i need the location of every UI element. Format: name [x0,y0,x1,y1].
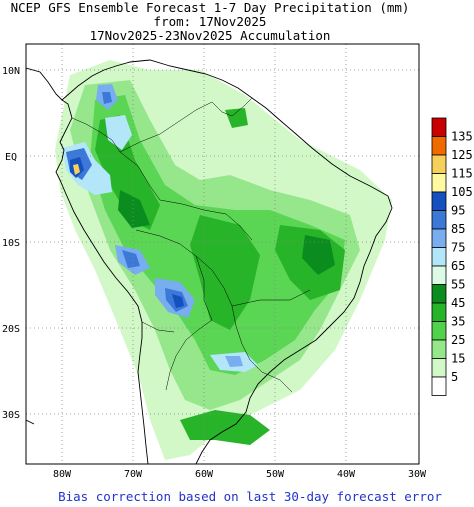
bias-correction-note: Bias correction based on last 30-day for… [58,489,442,504]
precip-core-paraguay-peak [225,356,243,367]
legend-label: 25 [451,333,465,347]
legend-swatch [431,228,447,248]
legend-label: 5 [451,370,458,384]
legend-swatch [431,117,447,137]
precip-35mm-south [180,410,270,445]
precip-core-ecuador-peak [73,164,80,175]
forecast-start-date: from: 17Nov2025 [153,14,267,29]
country-borders [71,97,311,393]
legend-swatch [431,358,447,378]
legend-swatch [431,265,447,285]
legend-label: 125 [451,148,473,162]
legend-swatch [431,376,447,396]
legend-label: 85 [451,222,465,236]
lat-label-10s: 10S [2,238,20,249]
lat-label-30s: 30S [2,410,20,421]
legend-label: 75 [451,241,465,255]
lon-label-30w: 30W [408,469,427,480]
lon-label-70w: 70W [124,469,143,480]
precip-core-colombia-peak [102,92,112,104]
legend-swatch [431,321,447,341]
legend-swatch [431,136,447,156]
accumulation-period: 17Nov2025-23Nov2025 Accumulation [89,28,331,43]
coastlines [26,59,393,464]
legend-swatch [431,339,447,359]
lat-label-eq: EQ [5,152,17,163]
legend-label: 65 [451,259,465,273]
precip-45mm-east [302,235,335,275]
legend-label: 105 [451,185,473,199]
legend-label: 45 [451,296,465,310]
graticule [26,44,419,464]
legend-swatch [431,191,447,211]
legend-swatch [431,173,447,193]
legend-swatch [431,302,447,322]
precip-core-guiana [225,108,248,128]
precip-core-bolivia-peak [172,294,184,308]
legend-label: 95 [451,204,465,218]
latitude-labels: 10N EQ 10S 20S 30S [2,66,20,421]
lon-label-80w: 80W [53,469,72,480]
lon-label-50w: 50W [266,469,285,480]
legend-label: 35 [451,315,465,329]
longitude-labels: 80W 70W 60W 50W 40W 30W [53,469,427,480]
precip-core-peru-peak [122,250,140,268]
precip-35mm-west [95,115,160,230]
precip-35mm-central [190,215,260,330]
legend-swatch [431,154,447,174]
legend-label: 115 [451,167,473,181]
precipitation-legend: 135 125 115 105 95 85 75 65 55 45 35 25 15 5 [431,117,473,396]
map-title: NCEP GFS Ensemble Forecast 1-7 Day Preci… [10,0,410,15]
legend-label: 15 [451,352,465,366]
legend-swatch [431,284,447,304]
precip-45mm-west [118,190,150,228]
legend-label: 135 [451,130,473,144]
legend-swatch [431,210,447,230]
plot-frame [25,43,420,465]
legend-label: 55 [451,278,465,292]
precip-core-colombia-south [105,115,132,150]
lon-label-60w: 60W [195,469,214,480]
lon-label-40w: 40W [337,469,356,480]
legend-swatch [431,247,447,267]
lat-label-20s: 20S [2,324,20,335]
lat-label-10n: 10N [2,66,20,77]
